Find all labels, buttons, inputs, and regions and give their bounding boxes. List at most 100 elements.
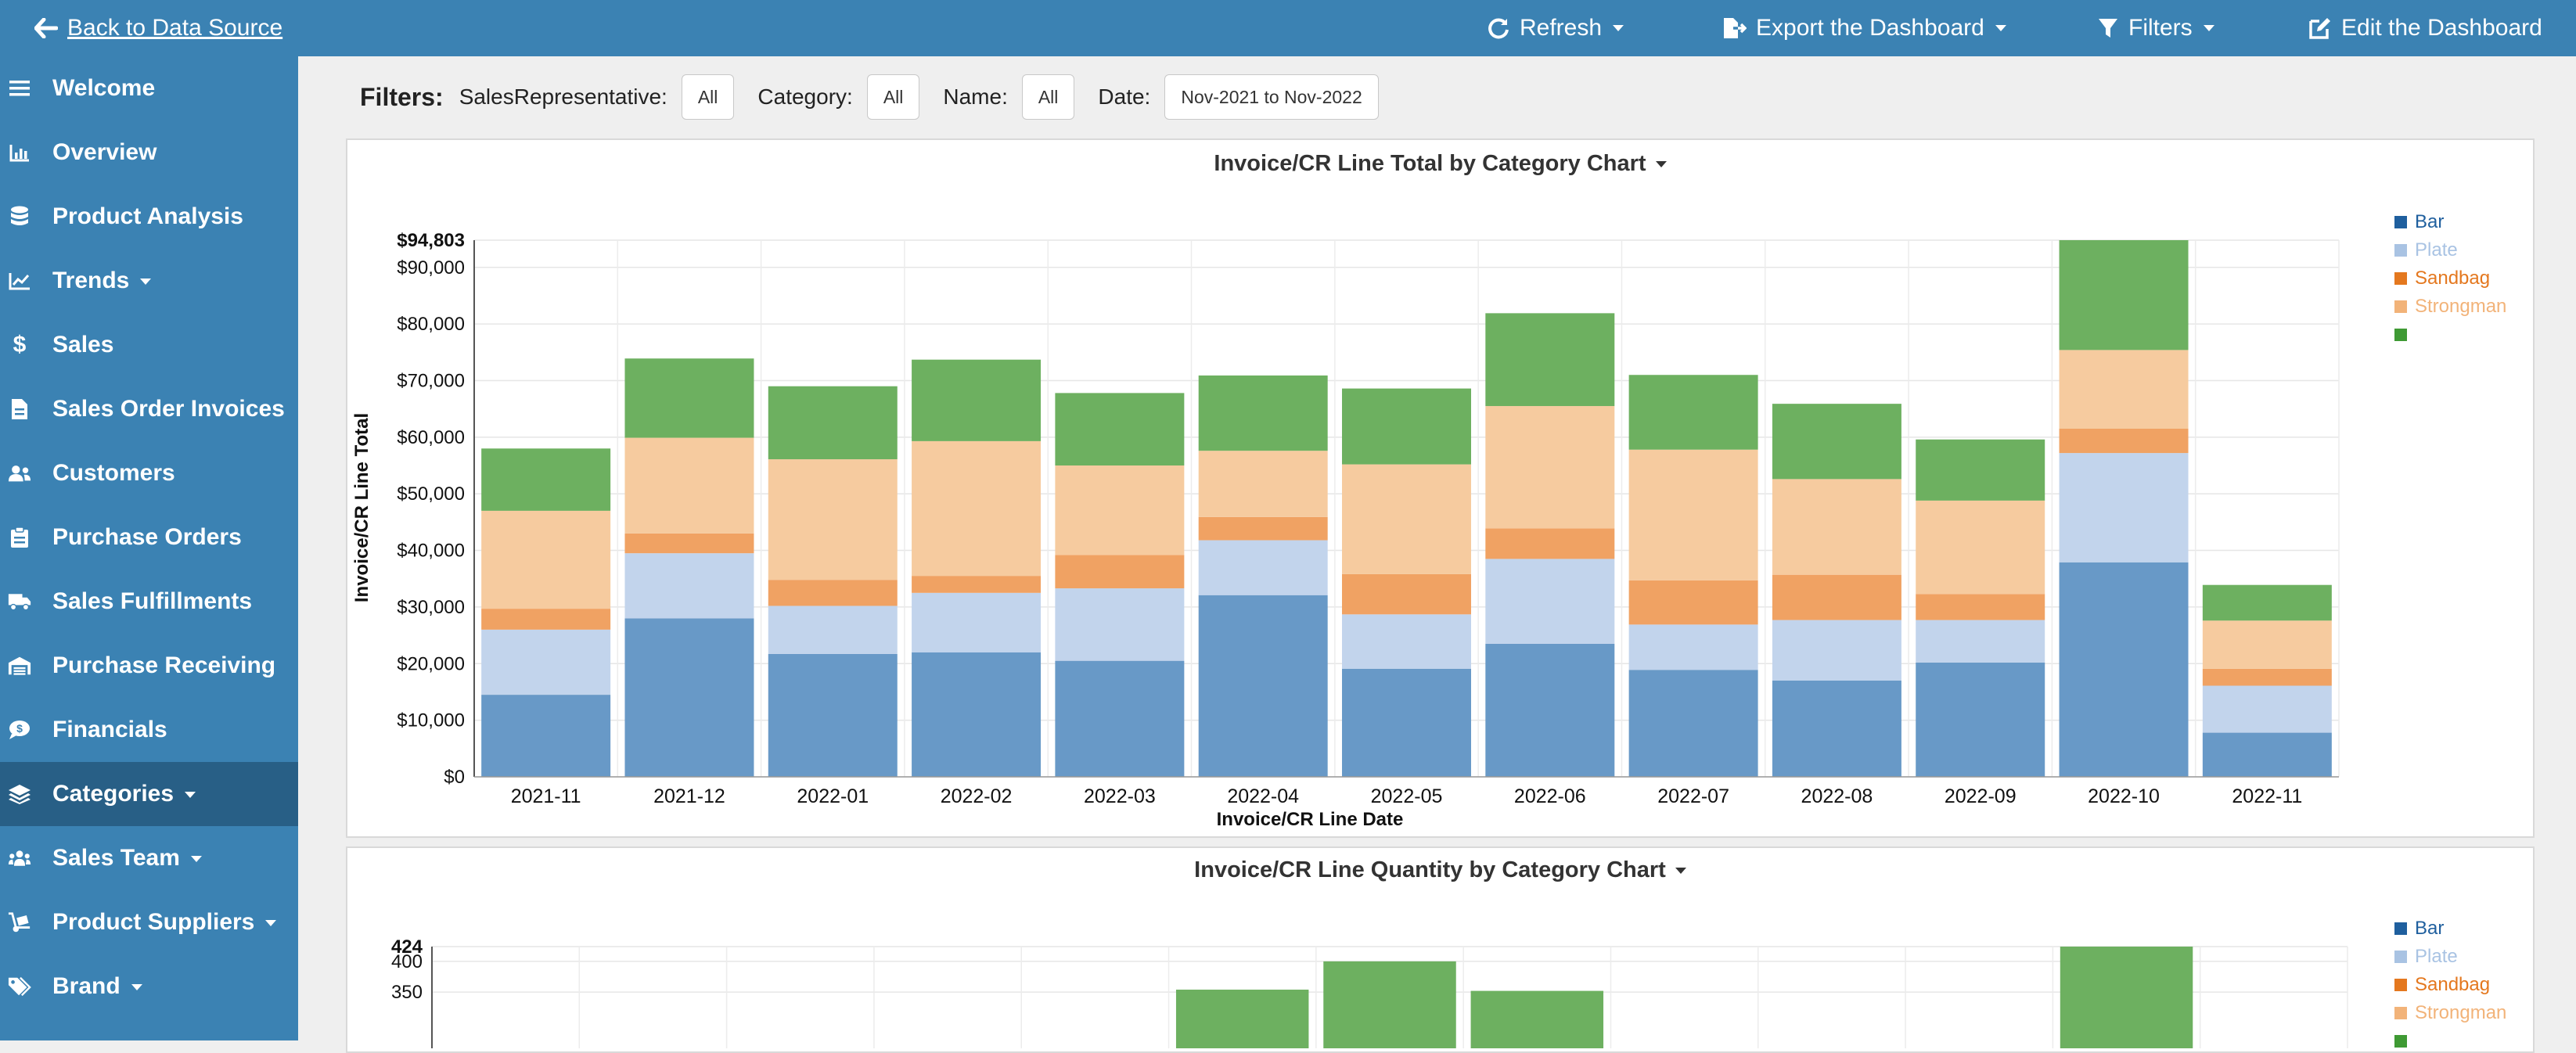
sidebar: Welcome Overview Product Analysis Trends $ Sa… xyxy=(0,56,298,1040)
date-filter-button[interactable]: Nov-2021 to Nov-2022 xyxy=(1164,74,1379,120)
legend-label: Strongman xyxy=(2415,296,2506,317)
sidebar-item-overview[interactable]: Overview xyxy=(0,120,298,185)
bar-segment xyxy=(1342,573,1471,615)
legend-label: Bar xyxy=(2415,918,2444,939)
edit-dashboard-label: Edit the Dashboard xyxy=(2341,15,2542,41)
sidebar-item-label: Brand xyxy=(52,973,121,999)
bar-segment xyxy=(1916,662,2045,777)
chart-title-menu[interactable]: Invoice/CR Line Quantity by Category Cha… xyxy=(347,857,2533,883)
chevron-down-icon xyxy=(265,920,277,927)
bar-segment xyxy=(912,359,1042,441)
bar-segment xyxy=(912,440,1042,577)
bar-segment xyxy=(1055,393,1185,466)
legend-swatch xyxy=(2394,1035,2407,1048)
name-filter-label: Name: xyxy=(943,84,1008,109)
x-tick-label: 2022-08 xyxy=(1801,785,1873,807)
bar-segment xyxy=(2059,562,2189,777)
bar-segment xyxy=(624,533,754,554)
date-filter-label: Date: xyxy=(1098,84,1151,109)
arrow-left-icon xyxy=(34,18,58,38)
line-total-chart-panel: Invoice/CR Line Total by Category Chart … xyxy=(346,138,2535,838)
bar-segment xyxy=(1628,670,1758,777)
line-chart-icon xyxy=(8,269,31,293)
chart-title: Invoice/CR Line Total by Category Chart xyxy=(1214,151,1646,176)
chevron-down-icon xyxy=(185,792,196,799)
chevron-down-icon xyxy=(190,856,202,863)
bar-segment xyxy=(624,618,754,777)
x-tick-label: 2022-06 xyxy=(1514,785,1586,807)
bar-chart-icon xyxy=(8,141,31,164)
sidebar-item-sales-team[interactable]: Sales Team xyxy=(0,826,298,890)
sidebar-item-sales-fulfillments[interactable]: Sales Fulfillments xyxy=(0,570,298,634)
tags-icon xyxy=(8,975,31,998)
sidebar-item-label: Sales Team xyxy=(52,845,180,871)
x-tick-label: 2022-02 xyxy=(941,785,1013,807)
bar-segment xyxy=(1198,540,1328,595)
category-filter-button[interactable]: All xyxy=(866,74,920,120)
bar-segment xyxy=(1055,660,1185,777)
sidebar-item-trends[interactable]: Trends xyxy=(0,249,298,313)
y-tick-label: 424 xyxy=(391,936,423,958)
x-tick-label: 2022-04 xyxy=(1227,785,1299,807)
chart-title: Invoice/CR Line Quantity by Category Cha… xyxy=(1194,857,1666,882)
filters-menu-label: Filters xyxy=(2128,15,2193,41)
line-quantity-chart-panel: Invoice/CR Line Quantity by Category Cha… xyxy=(346,846,2535,1053)
bar-segment xyxy=(2059,350,2189,429)
legend-swatch xyxy=(2394,951,2407,963)
list-icon xyxy=(8,77,31,100)
name-filter-button[interactable]: All xyxy=(1021,74,1075,120)
bar-segment xyxy=(481,695,611,777)
bar-segment xyxy=(2059,453,2189,562)
refresh-label: Refresh xyxy=(1520,15,1603,41)
y-tick-label: $50,000 xyxy=(397,483,465,505)
sidebar-item-purchase-orders[interactable]: Purchase Orders xyxy=(0,505,298,570)
bar-segment xyxy=(1485,528,1615,559)
category-filter-label: Category: xyxy=(757,84,853,109)
legend-label: Bar xyxy=(2415,211,2444,232)
x-tick-label: 2022-07 xyxy=(1657,785,1729,807)
edit-icon xyxy=(2309,18,2330,39)
filter-icon xyxy=(2099,19,2117,38)
filters-menu-button[interactable]: Filters xyxy=(2097,0,2214,56)
bar-segment xyxy=(481,629,611,695)
y-tick-label: $80,000 xyxy=(397,314,465,335)
y-tick-label: 400 xyxy=(391,951,423,972)
edit-dashboard-button[interactable]: Edit the Dashboard xyxy=(2308,0,2542,56)
sidebar-item-product-analysis[interactable]: Product Analysis xyxy=(0,185,298,249)
bar-segment xyxy=(2059,428,2189,454)
sidebar-item-brand[interactable]: Brand xyxy=(0,954,298,1019)
back-to-data-source-link[interactable]: Back to Data Source xyxy=(34,0,282,56)
sidebar-item-product-suppliers[interactable]: Product Suppliers xyxy=(0,890,298,954)
bar-segment xyxy=(1485,643,1615,777)
chevron-down-icon xyxy=(1655,161,1667,168)
export-dashboard-button[interactable]: Export the Dashboard xyxy=(1722,0,2006,56)
sidebar-item-categories[interactable]: Categories xyxy=(0,762,298,826)
legend-swatch xyxy=(2394,329,2407,341)
refresh-button[interactable]: Refresh xyxy=(1487,0,1624,56)
dolly-icon xyxy=(8,911,31,934)
x-tick-label: 2022-11 xyxy=(2232,785,2302,807)
bar-segment xyxy=(2060,947,2193,1048)
filter-bar: Filters: SalesRepresentative: All Catego… xyxy=(360,72,1402,122)
bar-segment xyxy=(1916,620,2045,663)
chevron-down-icon xyxy=(131,984,142,991)
truck-icon xyxy=(8,590,31,613)
team-icon xyxy=(8,846,31,870)
sidebar-item-financials[interactable]: $ Financials xyxy=(0,698,298,762)
sidebar-item-label-wrap: Sales Team xyxy=(52,845,202,872)
bar-segment xyxy=(1485,559,1615,644)
chevron-down-icon xyxy=(1995,25,2006,31)
legend-label: Sandbag xyxy=(2415,268,2490,289)
y-tick-label: 350 xyxy=(391,982,423,1003)
sidebar-item-customers[interactable]: Customers xyxy=(0,441,298,505)
bar-segment xyxy=(1628,375,1758,450)
sidebar-item-purchase-receiving[interactable]: Purchase Receiving xyxy=(0,634,298,698)
chart-title-menu[interactable]: Invoice/CR Line Total by Category Chart xyxy=(347,151,2533,177)
legend-label: Strongman xyxy=(2415,1002,2506,1023)
sidebar-item-sales[interactable]: $ Sales xyxy=(0,313,298,377)
dollar-icon: $ xyxy=(13,332,27,358)
sales-rep-filter-button[interactable]: All xyxy=(681,74,735,120)
sidebar-item-welcome[interactable]: Welcome xyxy=(0,56,298,120)
bar-segment xyxy=(1772,574,1901,620)
sidebar-item-sales-order-invoices[interactable]: Sales Order Invoices xyxy=(0,377,298,441)
